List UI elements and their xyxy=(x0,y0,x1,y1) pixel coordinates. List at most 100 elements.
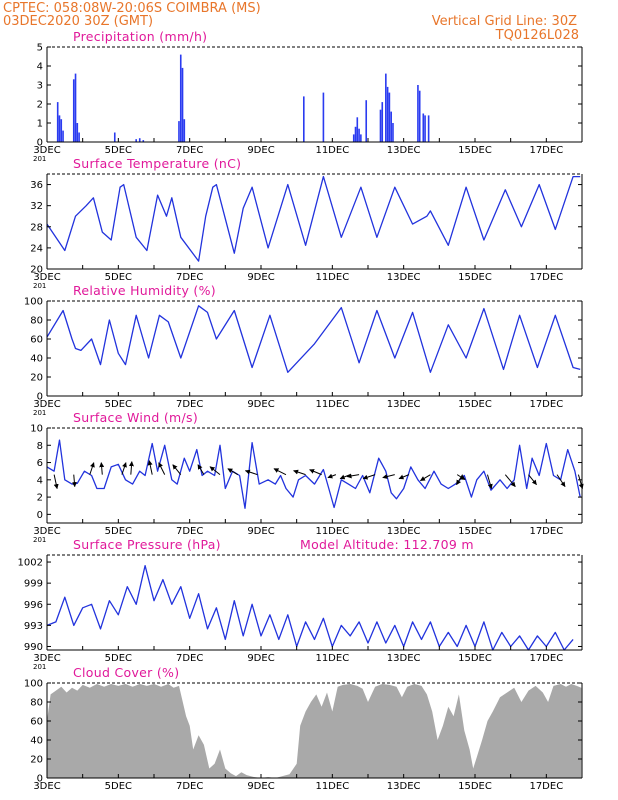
panel-precip: 3DEC 5DEC 7DEC 9DEC 11DEC 13DEC 15DEC 17DEC 201 0… xyxy=(33,29,583,163)
precip-bar xyxy=(360,134,362,142)
x-tick-label: 7DEC xyxy=(176,272,203,283)
cloud-cover-area xyxy=(47,684,582,778)
x-tick-label: 9DEC xyxy=(247,145,274,156)
panel-title: Surface Temperature (nC) xyxy=(73,156,241,171)
precip-bar xyxy=(386,86,389,142)
wind-arrow xyxy=(99,462,105,475)
x-tick-label: 9DEC xyxy=(247,272,274,283)
series-line-wind xyxy=(46,439,581,509)
x-tick-label: 13DEC xyxy=(387,145,421,156)
year-stub: 201 xyxy=(33,663,46,671)
panel-cloud: 3DEC 5DEC 7DEC 9DEC 11DEC 13DEC 15DEC 17DEC 0 20 4… xyxy=(24,665,583,792)
y-tick-label: 100 xyxy=(24,297,43,308)
x-tick-label: 17DEC xyxy=(529,653,563,664)
precip-bar xyxy=(427,115,430,142)
y-tick-label: 0 xyxy=(37,510,43,521)
wind-arrow xyxy=(487,474,493,490)
x-tick-label: 5DEC xyxy=(105,399,132,410)
panel-temp: 3DEC 5DEC 7DEC 9DEC 11DEC 13DEC 15DEC 17DEC 201 2… xyxy=(30,156,583,290)
wind-arrow xyxy=(53,474,59,490)
precip-bar xyxy=(392,123,394,142)
year-stub: 201 xyxy=(33,536,46,544)
series-line-rh xyxy=(46,305,581,373)
y-tick-label: 6 xyxy=(37,458,43,469)
y-tick-label: 60 xyxy=(30,335,43,346)
wind-arrow xyxy=(309,469,322,476)
precip-bar xyxy=(142,140,145,142)
x-tick-label: 17DEC xyxy=(529,399,563,410)
x-tick-label: 5DEC xyxy=(105,526,132,537)
panels: 3DEC 5DEC 7DEC 9DEC 11DEC 13DEC 15DEC 17DEC2010… xyxy=(18,29,584,792)
x-tick-label: 5DEC xyxy=(105,781,132,792)
year-stub: 201 xyxy=(33,155,46,163)
y-tick-label: 4 xyxy=(37,62,43,73)
x-tick-label: 3DEC xyxy=(33,653,60,664)
precip-bar xyxy=(417,85,419,142)
y-tick-label: 20 xyxy=(30,755,43,766)
precip-bar xyxy=(385,73,387,142)
x-tick-label: 7DEC xyxy=(176,526,203,537)
y-tick-label: 20 xyxy=(30,373,43,384)
x-tick-label: 3DEC xyxy=(33,399,60,410)
panel-title: Relative Humidity (%) xyxy=(73,283,216,298)
x-tick-label: 3DEC xyxy=(33,145,60,156)
series-line-pres xyxy=(46,564,574,651)
x-tick-label: 9DEC xyxy=(247,399,274,410)
x-tick-label: 11DEC xyxy=(315,526,349,537)
y-tick-label: 28 xyxy=(30,222,43,233)
wind-arrow xyxy=(346,473,360,479)
y-tick-label: 996 xyxy=(24,600,43,611)
y-tick-label: 2 xyxy=(37,100,43,111)
precip-bar xyxy=(74,73,77,142)
wind-arrow xyxy=(362,474,376,480)
wind-arrow xyxy=(556,474,566,488)
wind-arrow xyxy=(419,474,431,482)
panel-subtitle: Model Altitude: 112.709 m xyxy=(300,537,474,552)
y-tick-label: 60 xyxy=(30,717,43,728)
y-tick-label: 3 xyxy=(37,81,43,92)
forecast-init-time: 03DEC2020 30Z (GMT) xyxy=(3,14,153,29)
y-tick-label: 32 xyxy=(30,201,43,212)
y-tick-label: 80 xyxy=(30,698,43,709)
precip-bar xyxy=(365,100,368,142)
wind-arrow xyxy=(528,474,537,486)
precip-bar xyxy=(418,90,421,142)
x-tick-label: 17DEC xyxy=(529,781,563,792)
x-tick-label: 15DEC xyxy=(458,526,492,537)
y-tick-label: 36 xyxy=(30,180,43,191)
x-tick-label: 3DEC xyxy=(33,272,60,283)
wind-arrow xyxy=(382,474,395,479)
y-tick-label: 0 xyxy=(37,138,43,149)
x-tick-label: 3DEC xyxy=(33,781,60,792)
wind-arrow xyxy=(71,474,77,488)
x-tick-label: 13DEC xyxy=(387,781,421,792)
precip-bar xyxy=(56,102,59,142)
wind-arrow xyxy=(456,474,463,486)
precip-bar xyxy=(60,119,63,142)
y-tick-label: 993 xyxy=(24,621,43,632)
wind-arrow xyxy=(147,460,153,475)
x-tick-label: 7DEC xyxy=(176,653,203,664)
grid-line-note: Vertical Grid Line: 30Z xyxy=(432,14,577,29)
x-tick-label: 15DEC xyxy=(458,272,492,283)
panel-title: Surface Pressure (hPa) xyxy=(73,537,221,552)
x-tick-label: 13DEC xyxy=(387,526,421,537)
station-location: CPTEC: 058:08W-20:06S COIMBRA (MS) xyxy=(3,1,261,16)
x-tick-label: 9DEC xyxy=(247,653,274,664)
x-tick-label: 13DEC xyxy=(387,399,421,410)
precip-bar xyxy=(72,79,75,142)
precip-bar xyxy=(76,123,79,142)
precip-bar xyxy=(78,132,80,142)
wind-arrow xyxy=(244,469,258,476)
x-tick-label: 7DEC xyxy=(176,145,203,156)
precip-bar xyxy=(135,139,137,142)
wind-arrow xyxy=(227,468,239,476)
precip-bar xyxy=(381,102,384,142)
wind-arrow xyxy=(293,469,306,476)
x-tick-label: 15DEC xyxy=(458,653,492,664)
y-tick-label: 990 xyxy=(24,642,43,653)
x-tick-label: 5DEC xyxy=(105,145,132,156)
wind-arrow xyxy=(398,474,410,480)
y-tick-label: 20 xyxy=(30,265,43,276)
precip-bar xyxy=(422,113,425,142)
